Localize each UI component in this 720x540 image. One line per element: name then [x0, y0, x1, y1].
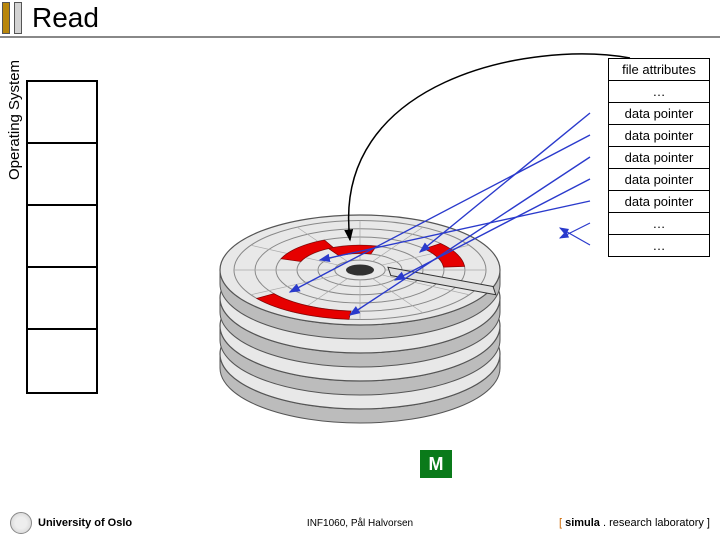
title-accent-gold	[2, 2, 10, 34]
os-cell	[28, 206, 96, 268]
footer-center: INF1060, Pål Halvorsen	[307, 518, 413, 529]
os-cell	[28, 268, 96, 330]
attr-row: data pointer	[609, 103, 709, 125]
disk-diagram	[210, 160, 510, 460]
attr-row: data pointer	[609, 147, 709, 169]
page-title: Read	[32, 2, 99, 34]
attr-row: data pointer	[609, 191, 709, 213]
m-badge: M	[420, 450, 452, 478]
footer-left-text: University of Oslo	[38, 517, 132, 529]
attr-row: …	[609, 81, 709, 103]
footer: University of Oslo INF1060, Pål Halvorse…	[0, 512, 720, 534]
attr-row: file attributes	[609, 59, 709, 81]
title-rule	[0, 36, 720, 38]
os-cell	[28, 144, 96, 206]
footer-rest: . research laboratory ]	[600, 517, 710, 529]
file-attributes-table: file attributes … data pointer data poin…	[608, 58, 710, 257]
footer-left: University of Oslo	[10, 512, 132, 534]
attr-row: data pointer	[609, 169, 709, 191]
attr-row: …	[609, 213, 709, 235]
disk-svg	[210, 160, 510, 460]
attr-row: data pointer	[609, 125, 709, 147]
attr-row: …	[609, 235, 709, 256]
os-vertical-label: Operating System	[6, 60, 23, 180]
title-bar: Read	[2, 2, 99, 34]
os-cell	[28, 82, 96, 144]
footer-brand: simula	[565, 517, 600, 529]
os-stack	[26, 80, 98, 394]
os-cell	[28, 330, 96, 392]
uio-seal-icon	[10, 512, 32, 534]
footer-right: [ simula . research laboratory ]	[559, 517, 710, 529]
title-accent-gray	[14, 2, 22, 34]
